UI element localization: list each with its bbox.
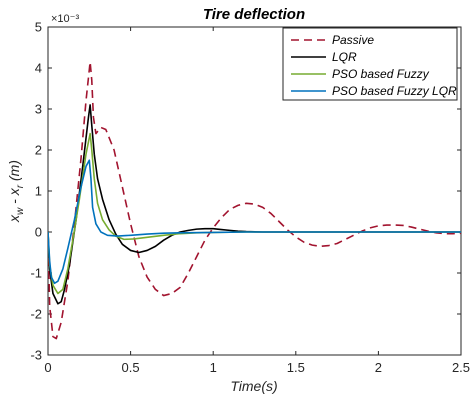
legend-label-passive: Passive (332, 33, 374, 47)
chart-title: Tire deflection (203, 6, 305, 23)
series-line-lqr (48, 104, 461, 305)
legend-label-lqr: LQR (332, 50, 357, 64)
series-line-passive (48, 61, 461, 340)
x-tick-label: 0.5 (122, 360, 140, 375)
series-line-pso-based-fuzzy (48, 132, 461, 295)
x-axis-label: Time(s) (230, 378, 277, 394)
y-tick-label: -3 (30, 348, 42, 363)
x-axis-ticks: 0 0.5 1 1.5 2 2.5 (44, 27, 470, 375)
y-tick-label: 1 (35, 184, 42, 199)
legend: Passive LQR PSO based Fuzzy PSO based Fuzzy… (282, 27, 458, 101)
y-axis-ticks: -3 -2 -1 0 1 2 3 4 5 (30, 20, 461, 363)
y-tick-label: 4 (35, 61, 42, 76)
x-tick-label: 0 (44, 360, 51, 375)
x-tick-label: 2 (375, 360, 382, 375)
y-tick-label: -1 (30, 266, 42, 281)
series-lines (48, 61, 461, 340)
y-tick-label: 2 (35, 143, 42, 158)
x-tick-label: 1 (210, 360, 217, 375)
legend-label-pso-based-fuzzy: PSO based Fuzzy (332, 67, 430, 81)
y-tick-label: 0 (35, 225, 42, 240)
y-tick-label: 5 (35, 20, 42, 35)
x-tick-label: 2.5 (452, 360, 470, 375)
y-axis-label: xw - xr (m) (6, 160, 26, 223)
x-tick-label: 1.5 (287, 360, 305, 375)
y-tick-label: 3 (35, 102, 42, 117)
y-tick-label: -2 (30, 307, 42, 322)
y-scale-exponent-label: ×10⁻³ (51, 13, 79, 25)
series-line-pso-based-fuzzy-lqr (48, 159, 461, 285)
legend-label-pso-based-fuzzy-lqr: PSO based Fuzzy LQR (332, 84, 457, 98)
